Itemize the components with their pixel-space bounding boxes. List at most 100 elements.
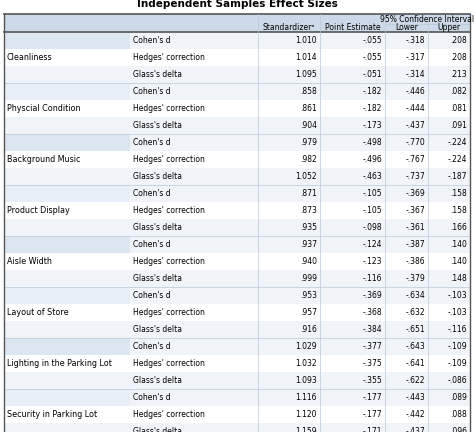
Text: -.367: -.367 bbox=[405, 206, 425, 215]
Text: .858: .858 bbox=[300, 87, 317, 96]
Bar bbox=[130, 406, 258, 423]
Text: -.767: -.767 bbox=[405, 155, 425, 164]
Bar bbox=[4, 253, 470, 270]
Text: -.361: -.361 bbox=[405, 223, 425, 232]
Text: -.437: -.437 bbox=[405, 121, 425, 130]
Text: .081: .081 bbox=[450, 104, 467, 113]
Text: Lighting in the Parking Lot: Lighting in the Parking Lot bbox=[7, 359, 112, 368]
Text: -.651: -.651 bbox=[405, 325, 425, 334]
Text: -.105: -.105 bbox=[363, 206, 382, 215]
Bar bbox=[4, 66, 470, 83]
Text: .166: .166 bbox=[450, 223, 467, 232]
Text: Layout of Store: Layout of Store bbox=[7, 308, 69, 317]
Bar bbox=[130, 219, 258, 236]
Bar bbox=[130, 32, 258, 49]
Bar bbox=[4, 134, 470, 151]
Text: Product Display: Product Display bbox=[7, 206, 70, 215]
Text: Independent Samples Effect Sizes: Independent Samples Effect Sizes bbox=[137, 0, 337, 9]
Text: -.116: -.116 bbox=[447, 325, 467, 334]
Text: Hedges' correction: Hedges' correction bbox=[133, 104, 205, 113]
Bar bbox=[130, 236, 258, 253]
Bar bbox=[130, 423, 258, 432]
Text: Background Music: Background Music bbox=[7, 155, 81, 164]
Text: Hedges' correction: Hedges' correction bbox=[133, 206, 205, 215]
Bar bbox=[130, 185, 258, 202]
Text: Cohen's d: Cohen's d bbox=[133, 36, 171, 45]
Bar bbox=[130, 321, 258, 338]
Text: -.355: -.355 bbox=[362, 376, 382, 385]
Text: .904: .904 bbox=[300, 121, 317, 130]
Text: 95% Confidence Interval: 95% Confidence Interval bbox=[381, 15, 474, 23]
Text: -.055: -.055 bbox=[362, 36, 382, 45]
Bar bbox=[4, 168, 470, 185]
Text: Glass's delta: Glass's delta bbox=[133, 70, 182, 79]
Text: Standardizerᵃ: Standardizerᵃ bbox=[263, 22, 315, 32]
Bar bbox=[4, 372, 470, 389]
Bar bbox=[4, 389, 130, 432]
Text: .982: .982 bbox=[300, 155, 317, 164]
Text: .082: .082 bbox=[450, 87, 467, 96]
Text: -.123: -.123 bbox=[363, 257, 382, 266]
Bar bbox=[4, 287, 130, 338]
Text: .158: .158 bbox=[450, 206, 467, 215]
Text: Glass's delta: Glass's delta bbox=[133, 427, 182, 432]
Bar bbox=[4, 406, 470, 423]
Bar bbox=[4, 185, 130, 236]
Bar bbox=[4, 14, 470, 32]
Text: -.442: -.442 bbox=[405, 410, 425, 419]
Text: Hedges' correction: Hedges' correction bbox=[133, 257, 205, 266]
Bar bbox=[4, 117, 470, 134]
Text: .140: .140 bbox=[450, 240, 467, 249]
Bar bbox=[4, 321, 470, 338]
Bar bbox=[4, 83, 130, 134]
Bar bbox=[4, 151, 470, 168]
Text: -.446: -.446 bbox=[405, 87, 425, 96]
Bar bbox=[130, 372, 258, 389]
Bar bbox=[130, 66, 258, 83]
Bar bbox=[4, 270, 470, 287]
Text: 1.116: 1.116 bbox=[295, 393, 317, 402]
Text: Hedges' correction: Hedges' correction bbox=[133, 308, 205, 317]
Text: Glass's delta: Glass's delta bbox=[133, 121, 182, 130]
Text: -.177: -.177 bbox=[363, 393, 382, 402]
Text: -.224: -.224 bbox=[447, 155, 467, 164]
Bar bbox=[4, 32, 130, 83]
Bar bbox=[130, 304, 258, 321]
Text: -.182: -.182 bbox=[363, 87, 382, 96]
Text: -.387: -.387 bbox=[405, 240, 425, 249]
Bar bbox=[4, 32, 470, 49]
Text: Glass's delta: Glass's delta bbox=[133, 274, 182, 283]
Text: 1.052: 1.052 bbox=[295, 172, 317, 181]
Text: .091: .091 bbox=[450, 121, 467, 130]
Text: .873: .873 bbox=[300, 206, 317, 215]
Bar bbox=[130, 100, 258, 117]
Text: -.386: -.386 bbox=[405, 257, 425, 266]
Text: 1.120: 1.120 bbox=[295, 410, 317, 419]
Bar bbox=[4, 219, 470, 236]
Text: .861: .861 bbox=[300, 104, 317, 113]
Text: .096: .096 bbox=[450, 427, 467, 432]
Text: Physcial Condition: Physcial Condition bbox=[7, 104, 81, 113]
Text: -.369: -.369 bbox=[362, 291, 382, 300]
Text: -.103: -.103 bbox=[447, 291, 467, 300]
Text: -.086: -.086 bbox=[447, 376, 467, 385]
Text: -.496: -.496 bbox=[362, 155, 382, 164]
Text: Glass's delta: Glass's delta bbox=[133, 172, 182, 181]
Text: .871: .871 bbox=[300, 189, 317, 198]
Text: 1.032: 1.032 bbox=[295, 359, 317, 368]
Text: -.379: -.379 bbox=[405, 274, 425, 283]
Text: -.368: -.368 bbox=[363, 308, 382, 317]
Text: Cohen's d: Cohen's d bbox=[133, 342, 171, 351]
Text: .089: .089 bbox=[450, 393, 467, 402]
Bar bbox=[130, 49, 258, 66]
Text: Point Estimate: Point Estimate bbox=[325, 22, 380, 32]
Text: .940: .940 bbox=[300, 257, 317, 266]
Text: Cohen's d: Cohen's d bbox=[133, 138, 171, 147]
Text: -.377: -.377 bbox=[362, 342, 382, 351]
Text: Cohen's d: Cohen's d bbox=[133, 189, 171, 198]
Text: -.443: -.443 bbox=[405, 393, 425, 402]
Text: .208: .208 bbox=[450, 53, 467, 62]
Text: -.171: -.171 bbox=[363, 427, 382, 432]
Text: -.643: -.643 bbox=[405, 342, 425, 351]
Text: Hedges' correction: Hedges' correction bbox=[133, 359, 205, 368]
